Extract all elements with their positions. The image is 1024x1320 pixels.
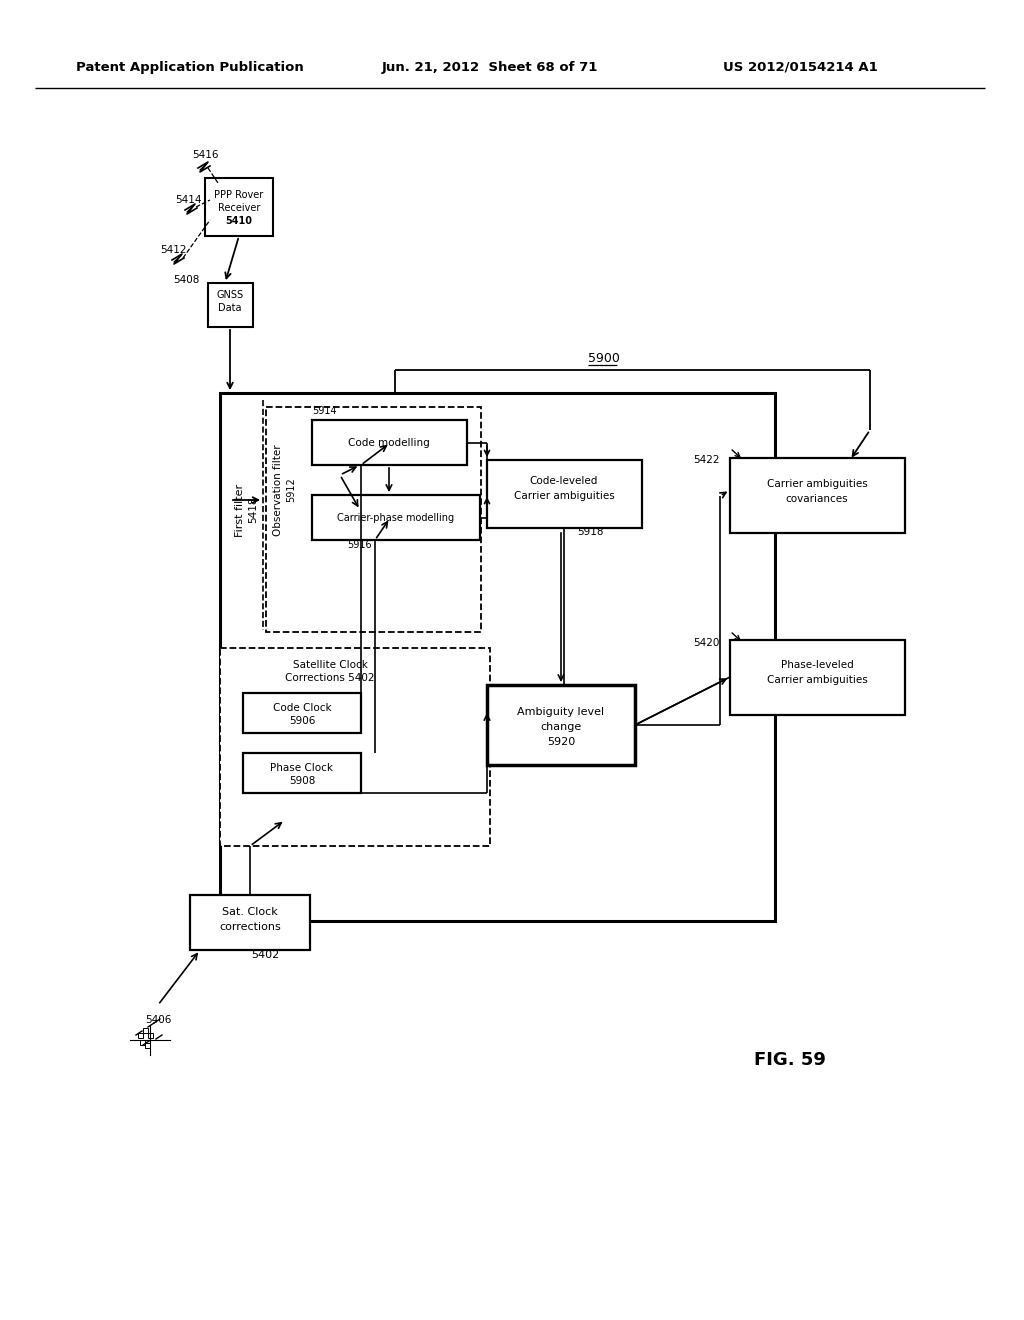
FancyBboxPatch shape: [243, 752, 361, 793]
FancyBboxPatch shape: [220, 648, 490, 846]
Text: 5402: 5402: [251, 950, 280, 960]
Text: Phase-leveled: Phase-leveled: [780, 660, 853, 671]
Text: 5900: 5900: [588, 351, 620, 364]
FancyBboxPatch shape: [730, 458, 905, 533]
Text: Corrections 5402: Corrections 5402: [286, 673, 375, 682]
Text: Ambiguity level: Ambiguity level: [517, 708, 604, 717]
Text: 5420: 5420: [693, 638, 720, 648]
Text: covariances: covariances: [785, 494, 848, 504]
FancyBboxPatch shape: [190, 895, 310, 950]
Text: Carrier ambiguities: Carrier ambiguities: [767, 675, 867, 685]
FancyBboxPatch shape: [730, 640, 905, 715]
Text: 5408: 5408: [174, 275, 200, 285]
Text: FIG. 59: FIG. 59: [754, 1051, 826, 1069]
Text: 5914: 5914: [312, 407, 337, 416]
Text: 5920: 5920: [547, 737, 575, 747]
Text: US 2012/0154214 A1: US 2012/0154214 A1: [723, 61, 878, 74]
FancyBboxPatch shape: [312, 495, 480, 540]
FancyBboxPatch shape: [487, 685, 635, 766]
Text: 5412: 5412: [160, 246, 186, 255]
Text: Carrier ambiguities: Carrier ambiguities: [767, 479, 867, 488]
Text: 5410: 5410: [225, 216, 253, 226]
Text: 5916: 5916: [348, 540, 373, 550]
Text: First filter: First filter: [234, 483, 245, 536]
Text: PPP Rover: PPP Rover: [214, 190, 263, 201]
Text: Carrier-phase modelling: Carrier-phase modelling: [338, 513, 455, 523]
FancyBboxPatch shape: [143, 1028, 148, 1034]
Text: 5912: 5912: [286, 478, 296, 503]
Text: change: change: [541, 722, 582, 733]
Text: 5416: 5416: [191, 150, 218, 160]
Text: Code modelling: Code modelling: [348, 438, 430, 447]
Text: 5906: 5906: [289, 715, 315, 726]
FancyBboxPatch shape: [138, 1034, 143, 1038]
Text: 5908: 5908: [289, 776, 315, 785]
Text: 5414: 5414: [175, 195, 202, 205]
Text: 5418: 5418: [248, 496, 258, 523]
FancyBboxPatch shape: [145, 1043, 150, 1048]
Text: Patent Application Publication: Patent Application Publication: [76, 61, 304, 74]
FancyBboxPatch shape: [243, 693, 361, 733]
Text: Satellite Clock: Satellite Clock: [293, 660, 368, 671]
Text: Carrier ambiguities: Carrier ambiguities: [514, 491, 614, 502]
Text: 5406: 5406: [144, 1015, 171, 1026]
Text: Code Clock: Code Clock: [272, 704, 332, 713]
FancyBboxPatch shape: [220, 393, 775, 921]
Text: Sat. Clock: Sat. Clock: [222, 907, 278, 917]
FancyBboxPatch shape: [208, 282, 253, 327]
FancyBboxPatch shape: [148, 1034, 153, 1038]
Text: Observation filter: Observation filter: [273, 445, 283, 536]
Text: Code-leveled: Code-leveled: [529, 477, 598, 486]
Text: corrections: corrections: [219, 921, 281, 932]
FancyBboxPatch shape: [205, 178, 273, 236]
FancyBboxPatch shape: [312, 420, 467, 465]
Text: Receiver: Receiver: [218, 203, 260, 213]
Text: Phase Clock: Phase Clock: [270, 763, 334, 774]
Text: GNSS: GNSS: [216, 290, 244, 300]
Text: 5422: 5422: [693, 455, 720, 465]
FancyBboxPatch shape: [266, 407, 481, 632]
Text: Data: Data: [218, 304, 242, 313]
FancyBboxPatch shape: [140, 1040, 145, 1045]
Text: 5918: 5918: [577, 527, 603, 537]
Text: Jun. 21, 2012  Sheet 68 of 71: Jun. 21, 2012 Sheet 68 of 71: [382, 61, 598, 74]
FancyBboxPatch shape: [487, 459, 642, 528]
